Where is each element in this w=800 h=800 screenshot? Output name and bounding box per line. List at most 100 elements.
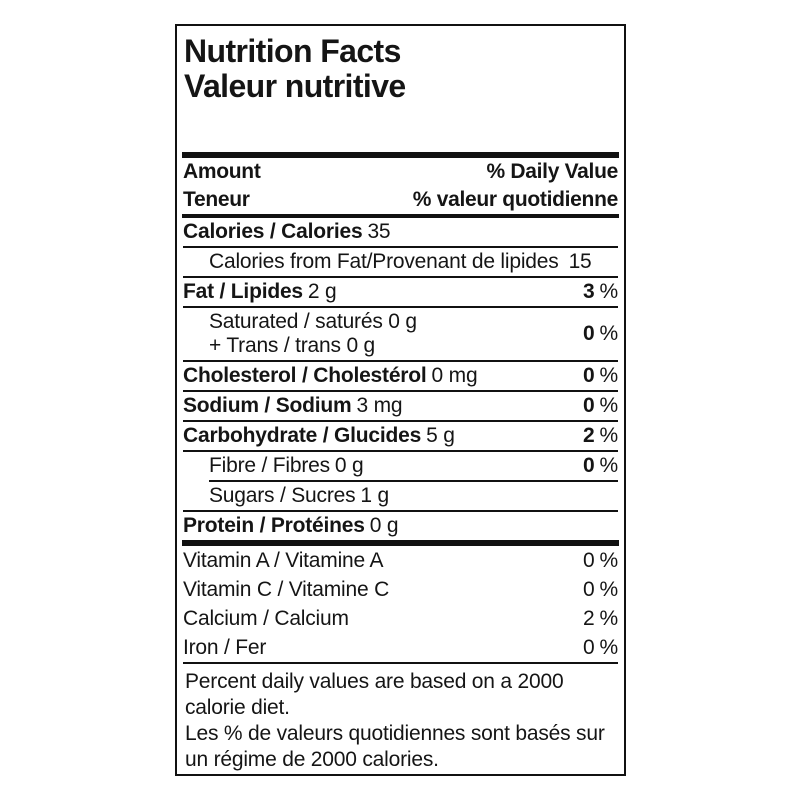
daily-value-number: 0 xyxy=(583,454,595,477)
title-english: Nutrition Facts xyxy=(184,33,401,69)
header-amount-fr: Teneur xyxy=(183,188,250,211)
percent-sign: % xyxy=(599,548,619,572)
footnote-line: calorie diet. xyxy=(185,696,290,719)
row-fat: Fat / Lipides 2 g 3% xyxy=(183,276,618,306)
row-label: Iron / Fer xyxy=(183,635,267,659)
daily-value-number: 0 xyxy=(583,394,595,417)
row-value: 1 g xyxy=(360,484,389,507)
daily-value-number: 0 xyxy=(583,577,595,601)
row-label: Calories / Calories xyxy=(183,220,363,243)
label-title-block: Nutrition Facts Valeur nutritive xyxy=(177,26,624,104)
title-french: Valeur nutritive xyxy=(184,68,406,104)
row-daily-value: 0% xyxy=(583,635,618,661)
row-label: Sugars / Sucres xyxy=(209,484,356,507)
row-fibre: Fibre / Fibres 0 g 0% xyxy=(183,450,618,480)
nutrition-facts-label: Nutrition Facts Valeur nutritive Amount … xyxy=(175,24,626,776)
header-row-french: Teneur % valeur quotidienne xyxy=(183,186,618,214)
row-left: Calories / Calories 35 xyxy=(183,219,391,245)
row-value: 0 g xyxy=(334,454,364,477)
row-label: Calcium / Calcium xyxy=(183,606,349,630)
row-daily-value: 0% xyxy=(583,363,618,389)
divider-thick-protein xyxy=(182,540,619,546)
row-value: 3 mg xyxy=(356,394,403,417)
row-label: Vitamin A / Vitamine A xyxy=(183,548,384,572)
row-line: Saturated / saturés 0 g xyxy=(209,310,417,333)
row-protein: Protein / Protéines 0 g xyxy=(183,510,618,540)
row-sugars: Sugars / Sucres 1 g xyxy=(209,480,618,510)
row-left: Sodium / Sodium 3 mg xyxy=(183,393,403,419)
row-left: Iron / Fer xyxy=(183,635,266,661)
percent-sign: % xyxy=(599,454,619,477)
row-daily-value: 2% xyxy=(583,606,618,632)
footnote-line: un régime de 2000 calories. xyxy=(185,748,439,771)
row-left: Carbohydrate / Glucides 5 g xyxy=(183,423,455,449)
footnote-line: Percent daily values are based on a 2000 xyxy=(185,670,564,693)
row-left: Cholesterol / Cholestérol 0 mg xyxy=(183,363,478,389)
row-calcium: Calcium / Calcium 2% xyxy=(183,604,618,633)
nutrient-rows: Calories / Calories 35 Calories from Fat/P… xyxy=(177,218,624,540)
daily-value-number: 0 xyxy=(583,548,595,572)
divider-medium-header xyxy=(182,214,619,218)
percent-sign: % xyxy=(599,280,619,303)
row-value: 35 xyxy=(367,220,391,243)
row-daily-value: 2% xyxy=(583,423,618,449)
daily-value-number: 3 xyxy=(583,280,595,303)
footnote: Percent daily values are based on a 2000… xyxy=(183,662,618,773)
row-left: Fat / Lipides 2 g xyxy=(183,279,337,305)
row-label: Fat / Lipides xyxy=(183,280,303,303)
row-carbohydrate: Carbohydrate / Glucides 5 g 2% xyxy=(183,420,618,450)
row-left: Vitamin A / Vitamine A xyxy=(183,548,383,574)
percent-sign: % xyxy=(599,424,619,447)
header-daily-value-fr: % valeur quotidienne xyxy=(412,188,619,211)
daily-value-number: 2 xyxy=(583,606,595,630)
row-daily-value: 3% xyxy=(583,279,618,305)
daily-value-number: 2 xyxy=(583,424,595,447)
row-label: Sodium / Sodium xyxy=(183,394,352,417)
row-daily-value: 0% xyxy=(583,577,618,603)
row-label: Calories from Fat/Provenant de lipides xyxy=(209,250,559,273)
daily-value-number: 0 xyxy=(583,635,595,659)
row-vitamin-c: Vitamin C / Vitamine C 0% xyxy=(183,575,618,604)
percent-sign: % xyxy=(599,364,619,387)
micronutrient-rows: Vitamin A / Vitamine A 0% Vitamin C / Vita… xyxy=(177,546,624,662)
percent-sign: % xyxy=(599,394,619,417)
row-daily-value: 0% xyxy=(583,321,618,347)
row-label: Vitamin C / Vitamine C xyxy=(183,577,390,601)
row-label: Cholesterol / Cholestérol xyxy=(183,364,427,387)
row-label: Fibre / Fibres xyxy=(209,454,330,477)
row-value: 0 g xyxy=(369,514,399,537)
row-daily-value: 0% xyxy=(583,453,618,479)
row-daily-value: 0% xyxy=(583,548,618,574)
row-left: Calcium / Calcium xyxy=(183,606,349,632)
percent-sign: % xyxy=(599,635,619,659)
footnote-line: Les % de valeurs quotidiennes sont basés… xyxy=(185,722,605,745)
row-iron: Iron / Fer 0% xyxy=(183,633,618,662)
row-line: + Trans / trans 0 g xyxy=(209,334,376,357)
percent-sign: % xyxy=(599,577,619,601)
row-value: 0 mg xyxy=(431,364,478,387)
row-calories: Calories / Calories 35 xyxy=(183,218,618,246)
header-daily-value-en: % Daily Value xyxy=(486,160,618,183)
row-value: 5 g xyxy=(426,424,455,447)
row-cholesterol: Cholesterol / Cholestérol 0 mg 0% xyxy=(183,360,618,390)
percent-sign: % xyxy=(599,322,619,345)
percent-sign: % xyxy=(599,606,619,630)
row-left: Saturated / saturés 0 g + Trans / trans 0… xyxy=(183,310,417,358)
divider-thick-top xyxy=(182,152,619,158)
row-left: Calories from Fat/Provenant de lipides 15 xyxy=(183,249,592,275)
row-label: Protein / Protéines xyxy=(183,514,365,537)
header-row-english: Amount % Daily Value xyxy=(183,158,618,186)
header-amount-en: Amount xyxy=(183,160,261,183)
row-value: 2 g xyxy=(307,280,337,303)
row-left: Fibre / Fibres 0 g xyxy=(183,453,364,479)
row-left: Sugars / Sucres 1 g xyxy=(209,483,389,509)
row-value: 15 xyxy=(568,250,592,273)
row-calories-from-fat: Calories from Fat/Provenant de lipides 15 xyxy=(183,246,618,276)
row-left: Vitamin C / Vitamine C xyxy=(183,577,389,603)
row-left: Protein / Protéines 0 g xyxy=(183,513,399,539)
daily-value-number: 0 xyxy=(583,364,595,387)
row-saturated-trans: Saturated / saturés 0 g + Trans / trans 0… xyxy=(183,306,618,360)
row-vitamin-a: Vitamin A / Vitamine A 0% xyxy=(183,546,618,575)
daily-value-number: 0 xyxy=(583,322,595,345)
row-sodium: Sodium / Sodium 3 mg 0% xyxy=(183,390,618,420)
